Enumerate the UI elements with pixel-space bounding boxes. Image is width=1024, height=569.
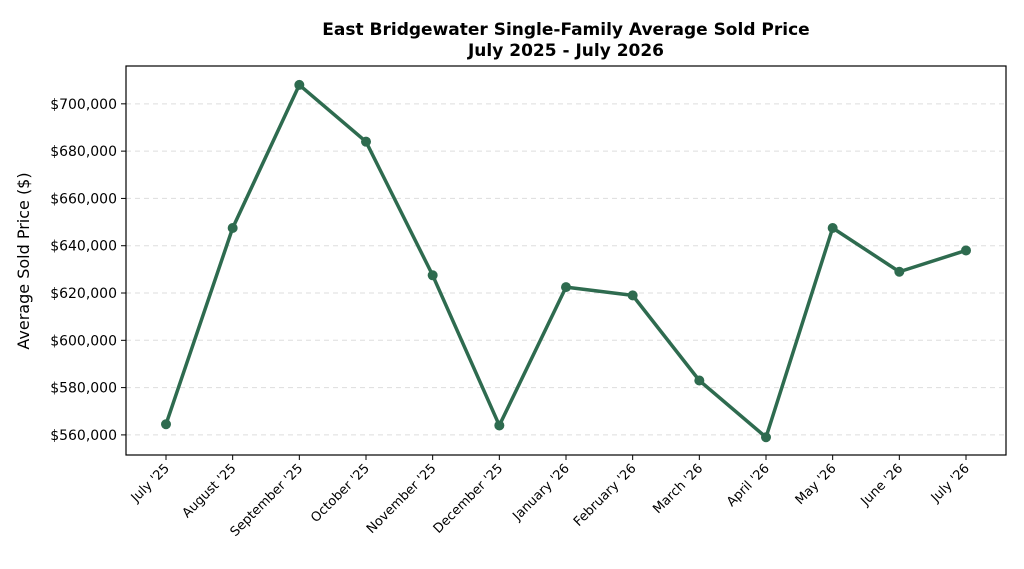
grid-lines bbox=[126, 103, 1006, 436]
data-point bbox=[761, 432, 771, 443]
data-point bbox=[494, 420, 505, 431]
y-tick-label: $580,000 bbox=[50, 381, 117, 397]
x-tick-label: November '25 bbox=[364, 461, 440, 537]
data-point bbox=[227, 222, 238, 233]
y-tick-label: $620,000 bbox=[50, 286, 117, 302]
plot-frame bbox=[125, 65, 1007, 456]
data-point bbox=[361, 136, 371, 147]
chart-title: East Bridgewater Single-Family Average S… bbox=[322, 20, 809, 40]
x-tick-label: October '25 bbox=[308, 461, 373, 526]
y-tick-label: $660,000 bbox=[50, 191, 117, 207]
x-tick-label: July '25 bbox=[128, 461, 173, 506]
data-point bbox=[627, 290, 638, 301]
x-tick-label: August '25 bbox=[180, 461, 240, 521]
x-tick-label: September '25 bbox=[228, 461, 307, 540]
x-tick-label: April '26 bbox=[724, 461, 773, 510]
y-axis-label: Average Sold Price ($) bbox=[14, 172, 33, 349]
data-point bbox=[427, 270, 438, 281]
data-point bbox=[294, 79, 305, 90]
y-tick-label: $700,000 bbox=[50, 97, 117, 113]
y-axis: $560,000 $580,000 $600,000 $620,000 $640,000… bbox=[50, 97, 126, 444]
data-point bbox=[561, 282, 571, 293]
y-tick-label: $560,000 bbox=[50, 428, 117, 444]
x-tick-label: July '26 bbox=[928, 461, 973, 506]
data-point bbox=[961, 245, 971, 256]
data-point bbox=[827, 222, 838, 233]
y-tick-label: $680,000 bbox=[50, 144, 117, 160]
x-tick-label: May '26 bbox=[793, 461, 840, 508]
y-tick-label: $600,000 bbox=[50, 333, 117, 349]
x-tick-label: June '26 bbox=[858, 461, 906, 509]
series-line bbox=[164, 83, 968, 440]
chart-subtitle: July 2025 - July 2026 bbox=[467, 41, 664, 61]
y-tick-label: $640,000 bbox=[50, 239, 117, 255]
x-tick-label: March '26 bbox=[650, 461, 706, 517]
x-tick-label: February '26 bbox=[571, 461, 639, 529]
data-point bbox=[161, 419, 171, 430]
x-tick-label: January '26 bbox=[510, 461, 573, 524]
data-point bbox=[694, 375, 705, 386]
x-tick-label: December '25 bbox=[431, 461, 506, 536]
data-point bbox=[894, 266, 905, 277]
data-series bbox=[161, 79, 971, 443]
